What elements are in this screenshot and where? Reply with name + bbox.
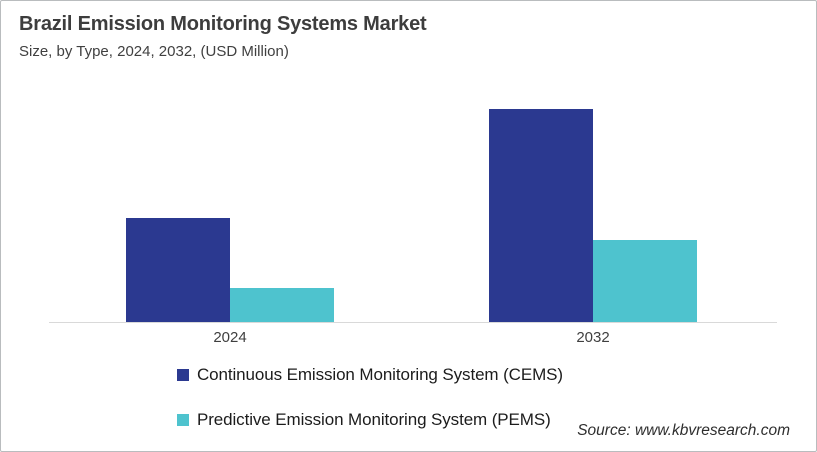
legend-item-cems: Continuous Emission Monitoring System (C… — [177, 363, 563, 387]
bar-pems-2024 — [230, 288, 334, 322]
chart-subtitle: Size, by Type, 2024, 2032, (USD Million) — [19, 43, 289, 60]
legend-item-pems: Predictive Emission Monitoring System (P… — [177, 408, 563, 432]
legend-swatch-icon — [177, 414, 189, 426]
legend-label: Continuous Emission Monitoring System (C… — [197, 365, 563, 384]
source-credit: Source: www.kbvresearch.com — [577, 422, 790, 439]
bar-pems-2032 — [593, 240, 697, 322]
bar-cems-2032 — [489, 109, 593, 322]
legend-label: Predictive Emission Monitoring System (P… — [197, 410, 551, 429]
legend-swatch-icon — [177, 369, 189, 381]
legend: Continuous Emission Monitoring System (C… — [177, 363, 563, 451]
bar-cems-2024 — [126, 218, 230, 322]
x-axis-label-2024: 2024 — [213, 329, 247, 346]
x-axis-label-2032: 2032 — [576, 329, 610, 346]
chart-title: Brazil Emission Monitoring Systems Marke… — [19, 13, 427, 35]
category-axis-labels: 2024 2032 — [1, 329, 816, 349]
x-axis-line — [49, 322, 777, 323]
plot-area — [1, 96, 816, 323]
